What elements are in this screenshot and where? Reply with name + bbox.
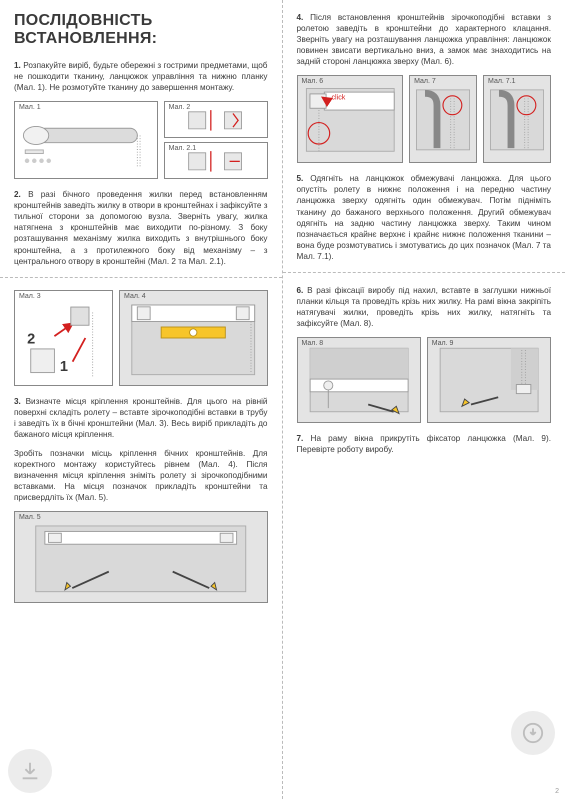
page: ПОСЛІДОВНІСТЬ ВСТАНОВЛЕННЯ: 1. Розпакуйт… (0, 0, 565, 799)
figure-3-label: Мал. 3 (19, 293, 41, 300)
figure-9-illustration (431, 341, 547, 419)
figure-71-label: Мал. 7.1 (488, 78, 516, 85)
step-3b: Зробіть позначки місць кріплення бічних … (14, 448, 268, 503)
figure-5-illustration (18, 515, 264, 599)
step-4-num: 4. (297, 13, 304, 22)
figure-1-label: Мал. 1 (19, 104, 41, 111)
right-column: 4. Після встановлення кронштейнів зірочк… (283, 0, 565, 799)
figure-2-label: Мал. 2 (169, 104, 191, 111)
step-4: 4. Після встановлення кронштейнів зірочк… (297, 12, 552, 67)
left-column: ПОСЛІДОВНІСТЬ ВСТАНОВЛЕННЯ: 1. Розпакуйт… (0, 0, 283, 799)
figure-7-1: Мал. 7.1 (483, 75, 551, 163)
fig-row-4: Мал. 6 click Мал. 7 (297, 75, 552, 163)
figure-2: Мал. 2 (164, 101, 268, 138)
watermark-icon-right (511, 711, 555, 755)
step-6: 6. В разі фіксації виробу під нахил, вст… (297, 285, 552, 329)
step-3a-text: Визначте місця кріплення кронштейнів. Дл… (14, 397, 268, 439)
step-2-num: 2. (14, 190, 21, 199)
step-2-text: В разі бічного проведення жилки перед вс… (14, 190, 268, 265)
step-6-text: В разі фіксації виробу під нахил, вставт… (297, 286, 552, 328)
figure-2-1: Мал. 2.1 (164, 142, 268, 179)
figure-3-illustration: 2 1 (18, 294, 109, 382)
page-title: ПОСЛІДОВНІСТЬ ВСТАНОВЛЕННЯ: (14, 12, 268, 48)
svg-text:1: 1 (60, 358, 68, 374)
figure-4-label: Мал. 4 (124, 293, 146, 300)
step-3a: 3. Визначте місця кріплення кронштейнів.… (14, 396, 268, 440)
figure-7: Мал. 7 (409, 75, 477, 163)
fig-row-1: Мал. 1 Мал. 2 (14, 101, 268, 179)
divider-left (0, 277, 282, 278)
figure-8-illustration (301, 341, 417, 419)
fig-row-5: Мал. 8 Мал. 9 (297, 337, 552, 423)
step-7: 7. На раму вікна прикрутіть фіксатор лан… (297, 433, 552, 455)
figure-6-illustration: click (301, 79, 400, 159)
figure-9-label: Мал. 9 (432, 340, 454, 347)
figure-8-label: Мал. 8 (302, 340, 324, 347)
watermark-icon (8, 749, 52, 793)
step-3b-text: Зробіть позначки місць кріплення бічних … (14, 449, 268, 502)
figure-4: Мал. 4 (119, 290, 267, 386)
step-7-text: На раму вікна прикрутіть фіксатор ланцюж… (297, 434, 551, 454)
step-1-text: Розпакуйте виріб, будьте обережні з гост… (14, 61, 268, 92)
click-text: click (331, 94, 345, 102)
step-7-num: 7. (297, 434, 304, 443)
figure-5-label: Мал. 5 (19, 514, 41, 521)
figure-3: Мал. 3 2 1 (14, 290, 113, 386)
figure-4-illustration (123, 294, 263, 382)
step-5-text: Одягніть на ланцюжок обмежувачі ланцюжка… (297, 174, 552, 260)
step-4-text: Після встановлення кронштейнів зірочкопо… (297, 13, 552, 66)
step-2: 2. В разі бічного проведення жилки перед… (14, 189, 268, 266)
step-6-num: 6. (297, 286, 304, 295)
figure-71-illustration (487, 79, 547, 159)
figure-21-label: Мал. 2.1 (169, 145, 197, 152)
step-5: 5. Одягніть на ланцюжок обмежувачі ланцю… (297, 173, 552, 262)
figure-9: Мал. 9 (427, 337, 551, 423)
svg-text:2: 2 (27, 331, 35, 347)
figure-5: Мал. 5 (14, 511, 268, 603)
fig-row-3: Мал. 5 (14, 511, 268, 603)
divider-right (283, 272, 565, 273)
page-number: 2 (555, 788, 559, 795)
step-1-num: 1. (14, 61, 21, 70)
figure-1-illustration (18, 105, 154, 175)
figure-7-illustration (413, 79, 473, 159)
figure-8: Мал. 8 (297, 337, 421, 423)
figure-6: Мал. 6 click (297, 75, 404, 163)
step-5-num: 5. (297, 174, 304, 183)
figure-6-label: Мал. 6 (302, 78, 324, 85)
figure-7-label: Мал. 7 (414, 78, 436, 85)
fig-row-2: Мал. 3 2 1 Мал. 4 (14, 290, 268, 386)
figure-1: Мал. 1 (14, 101, 158, 179)
step-1: 1. Розпакуйте виріб, будьте обережні з г… (14, 60, 268, 93)
step-3-num: 3. (14, 397, 21, 406)
